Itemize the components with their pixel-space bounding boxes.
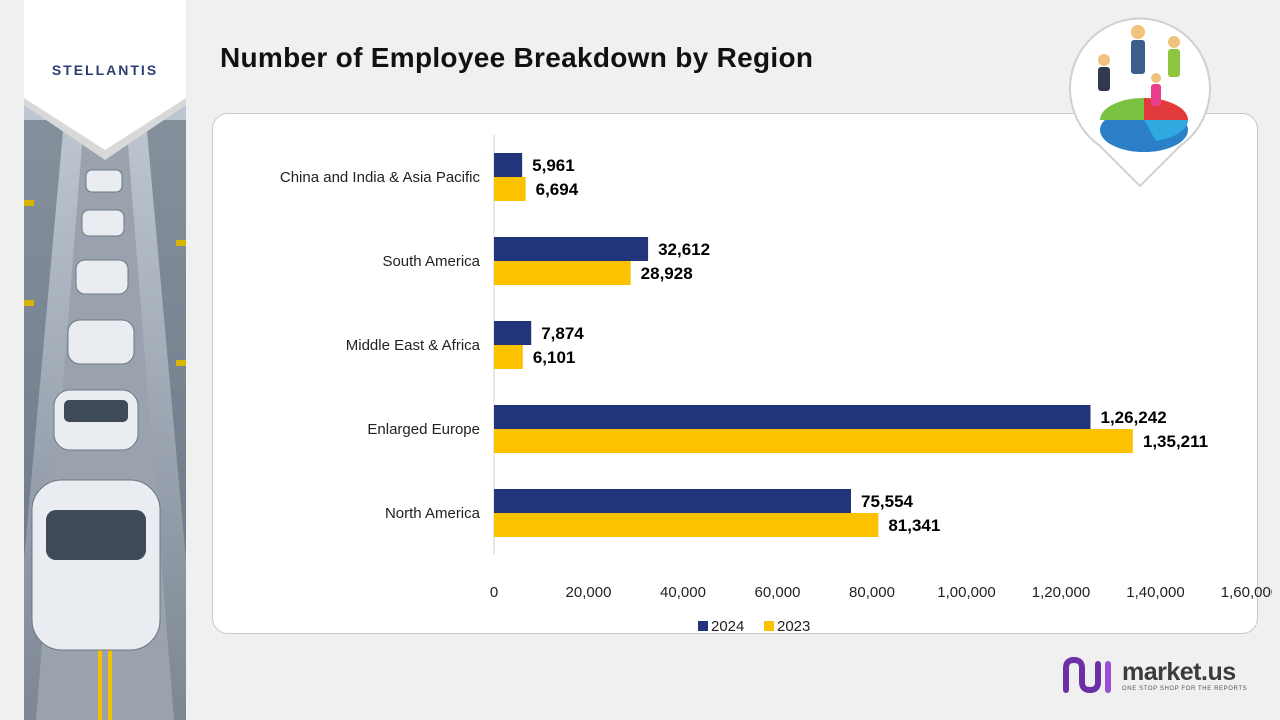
bar-2023: [494, 345, 523, 369]
x-tick-label: 80,000: [849, 584, 895, 601]
pie-icon: [1100, 98, 1188, 152]
x-tick-label: 0: [490, 584, 498, 601]
data-label-2023: 81,341: [888, 516, 940, 535]
x-tick-label: 1,60,000: [1221, 584, 1272, 601]
chart-card: [212, 113, 1258, 634]
marketus-brand: market.us ONE STOP SHOP FOR THE REPORTS: [1062, 656, 1262, 696]
category-label: China and India & Asia Pacific: [280, 169, 481, 186]
data-label-2024: 75,554: [861, 492, 914, 511]
company-logo: STELLANTIS: [51, 62, 159, 78]
data-label-2024: 7,874: [541, 324, 584, 343]
legend-label-2023: 2023: [777, 618, 810, 635]
category-label: Enlarged Europe: [367, 421, 480, 438]
bar-2023: [494, 513, 879, 537]
legend-label-2024: 2024: [711, 618, 744, 635]
legend-swatch-2023: [764, 621, 774, 631]
bar-2023: [494, 177, 526, 201]
people-pie-illustration: [1069, 17, 1211, 188]
x-tick-label: 20,000: [566, 584, 612, 601]
x-tick-label: 40,000: [660, 584, 706, 601]
data-label-2023: 1,35,211: [1143, 432, 1208, 451]
employee-bar-chart: China and India & Asia Pacific 5,961 6,694…: [280, 135, 1272, 635]
bar-2023: [494, 429, 1133, 453]
page-title: Number of Employee Breakdown by Region: [220, 42, 814, 73]
data-label-2023: 28,928: [641, 264, 693, 283]
x-tick-label: 1,40,000: [1126, 584, 1184, 601]
marketus-tagline: ONE STOP SHOP FOR THE REPORTS: [1122, 686, 1248, 692]
bar-2024: [494, 321, 532, 345]
data-label-2024: 5,961: [532, 156, 575, 175]
marketus-wordmark: market.us: [1122, 658, 1236, 686]
legend-swatch-2024: [698, 621, 708, 631]
bar-2023: [494, 261, 631, 285]
category-label: North America: [385, 505, 481, 522]
data-label-2024: 1,26,242: [1100, 408, 1166, 427]
data-label-2024: 32,612: [658, 240, 710, 259]
x-tick-label: 1,20,000: [1032, 584, 1090, 601]
bar-2024: [494, 153, 523, 177]
x-tick-label: 60,000: [755, 584, 801, 601]
company-logo-badge: STELLANTIS: [24, 0, 186, 160]
data-label-2023: 6,101: [533, 348, 576, 367]
logo-badge-shape: [24, 0, 186, 160]
x-tick-label: 1,00,000: [937, 584, 995, 601]
bar-2024: [494, 489, 851, 513]
category-label: Middle East & Africa: [346, 337, 481, 354]
data-label-2023: 6,694: [536, 180, 579, 199]
category-label: South America: [382, 253, 480, 270]
bar-2024: [494, 237, 649, 261]
marketus-logo-icon: [1063, 656, 1111, 694]
bar-2024: [494, 405, 1091, 429]
people-icon: [1098, 25, 1180, 106]
